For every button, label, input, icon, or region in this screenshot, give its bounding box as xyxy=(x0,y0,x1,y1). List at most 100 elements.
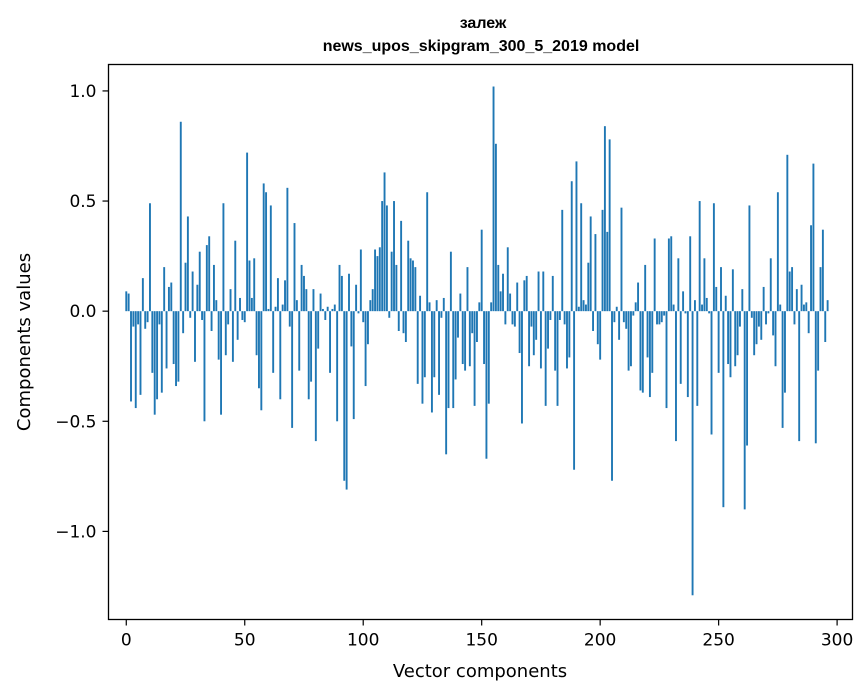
bar xyxy=(288,311,291,327)
bar xyxy=(250,297,253,312)
bar xyxy=(210,311,213,331)
bar xyxy=(191,271,194,312)
bar xyxy=(497,264,500,312)
bar xyxy=(383,172,386,312)
bar xyxy=(139,311,142,395)
bar xyxy=(457,311,459,338)
bar xyxy=(535,311,538,340)
bar xyxy=(611,311,613,481)
bar xyxy=(580,203,583,312)
bar xyxy=(205,245,208,312)
bar xyxy=(739,311,741,327)
bar xyxy=(272,311,275,373)
bar xyxy=(298,311,301,371)
bar xyxy=(513,311,516,327)
bar xyxy=(641,311,644,393)
bar xyxy=(807,311,810,334)
bar xyxy=(644,264,647,312)
x-tick-label: 100 xyxy=(347,631,379,651)
bar xyxy=(568,311,571,358)
bar xyxy=(750,311,753,318)
bar xyxy=(317,311,320,349)
bar xyxy=(212,264,215,312)
bar xyxy=(430,311,433,413)
bar xyxy=(241,311,244,320)
bar xyxy=(416,311,419,384)
bar xyxy=(573,311,576,470)
plot-frame xyxy=(107,63,854,621)
bar xyxy=(755,311,758,345)
bar xyxy=(340,275,343,312)
bar xyxy=(381,201,384,312)
bar xyxy=(570,181,573,312)
bar xyxy=(502,273,504,312)
bar xyxy=(504,311,507,325)
bar xyxy=(561,209,564,312)
bar xyxy=(656,311,658,325)
bar xyxy=(530,311,533,327)
bar xyxy=(177,311,180,382)
bar xyxy=(246,152,249,312)
bar xyxy=(677,258,680,312)
bar xyxy=(378,247,381,312)
bar xyxy=(471,311,474,334)
bar xyxy=(314,311,317,442)
chart-subtitle: news_upos_skipgram_300_5_2019 model xyxy=(323,38,640,55)
x-tick-label: 300 xyxy=(821,631,853,651)
x-axis-ticks: 0 50 100 150 200 250 300 xyxy=(121,619,853,651)
y-axis-ticks: −1.0 −0.5 0.0 0.5 1.0 xyxy=(55,82,109,542)
bar xyxy=(229,289,232,312)
bar xyxy=(167,286,170,312)
bar xyxy=(447,311,450,409)
bar xyxy=(765,311,767,325)
bar xyxy=(589,216,592,312)
bar xyxy=(194,311,196,362)
bar xyxy=(620,207,623,312)
bar xyxy=(423,311,426,378)
bar xyxy=(476,311,478,342)
bar xyxy=(670,236,673,312)
bar xyxy=(705,297,708,312)
bar xyxy=(814,311,817,444)
bar xyxy=(615,306,618,312)
bar xyxy=(172,311,175,365)
bar xyxy=(549,311,552,320)
bar xyxy=(367,311,369,345)
x-axis-label: Vector components xyxy=(393,661,567,682)
bar xyxy=(608,139,611,312)
bar xyxy=(196,284,199,312)
bar xyxy=(537,271,540,312)
bar xyxy=(582,300,585,312)
bar xyxy=(480,229,483,312)
bar xyxy=(703,258,706,312)
bar xyxy=(165,311,168,369)
bar xyxy=(127,293,130,312)
bar xyxy=(433,311,436,378)
bar xyxy=(596,311,599,345)
bar xyxy=(622,311,625,323)
bar xyxy=(518,311,521,354)
bar xyxy=(805,302,808,312)
bar xyxy=(435,300,438,312)
bar xyxy=(821,229,824,312)
bar xyxy=(793,311,796,325)
bar xyxy=(653,238,656,312)
bar xyxy=(438,311,440,395)
bar xyxy=(352,311,355,420)
bar xyxy=(791,267,794,312)
bar xyxy=(141,278,144,312)
bar xyxy=(428,302,431,312)
bar xyxy=(310,311,313,382)
bar xyxy=(130,311,132,402)
bar xyxy=(253,258,256,312)
bar xyxy=(281,304,284,312)
bar xyxy=(528,311,531,367)
bar xyxy=(521,311,523,424)
bar xyxy=(757,311,760,327)
bar xyxy=(516,282,519,312)
bar xyxy=(606,231,609,312)
bar xyxy=(215,300,218,312)
bar xyxy=(234,240,237,312)
bar xyxy=(506,247,509,312)
bar xyxy=(201,311,204,320)
